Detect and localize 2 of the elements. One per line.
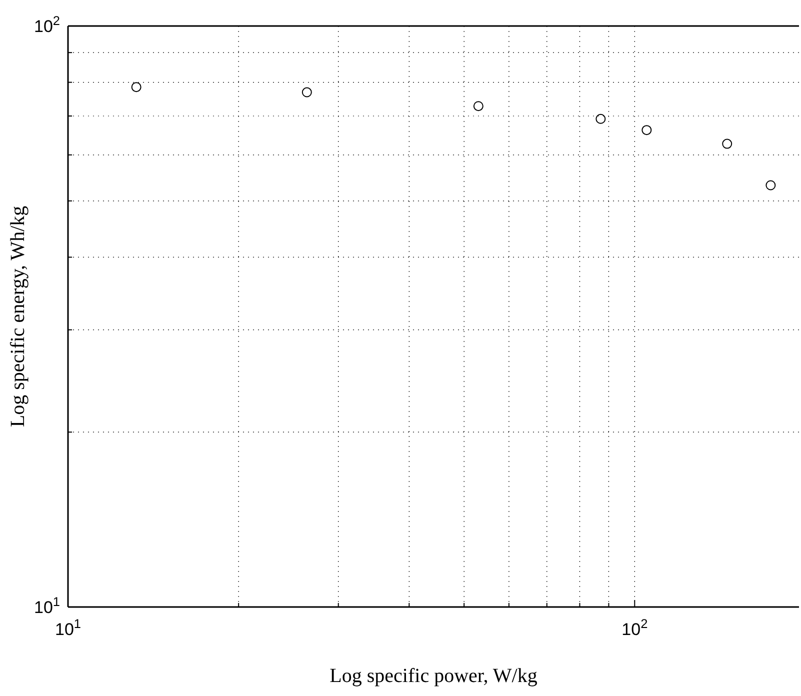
x-axis-title: Log specific power, W/kg — [330, 665, 538, 687]
y-axis-title: Log specific energy, Wh/kg — [7, 206, 29, 428]
